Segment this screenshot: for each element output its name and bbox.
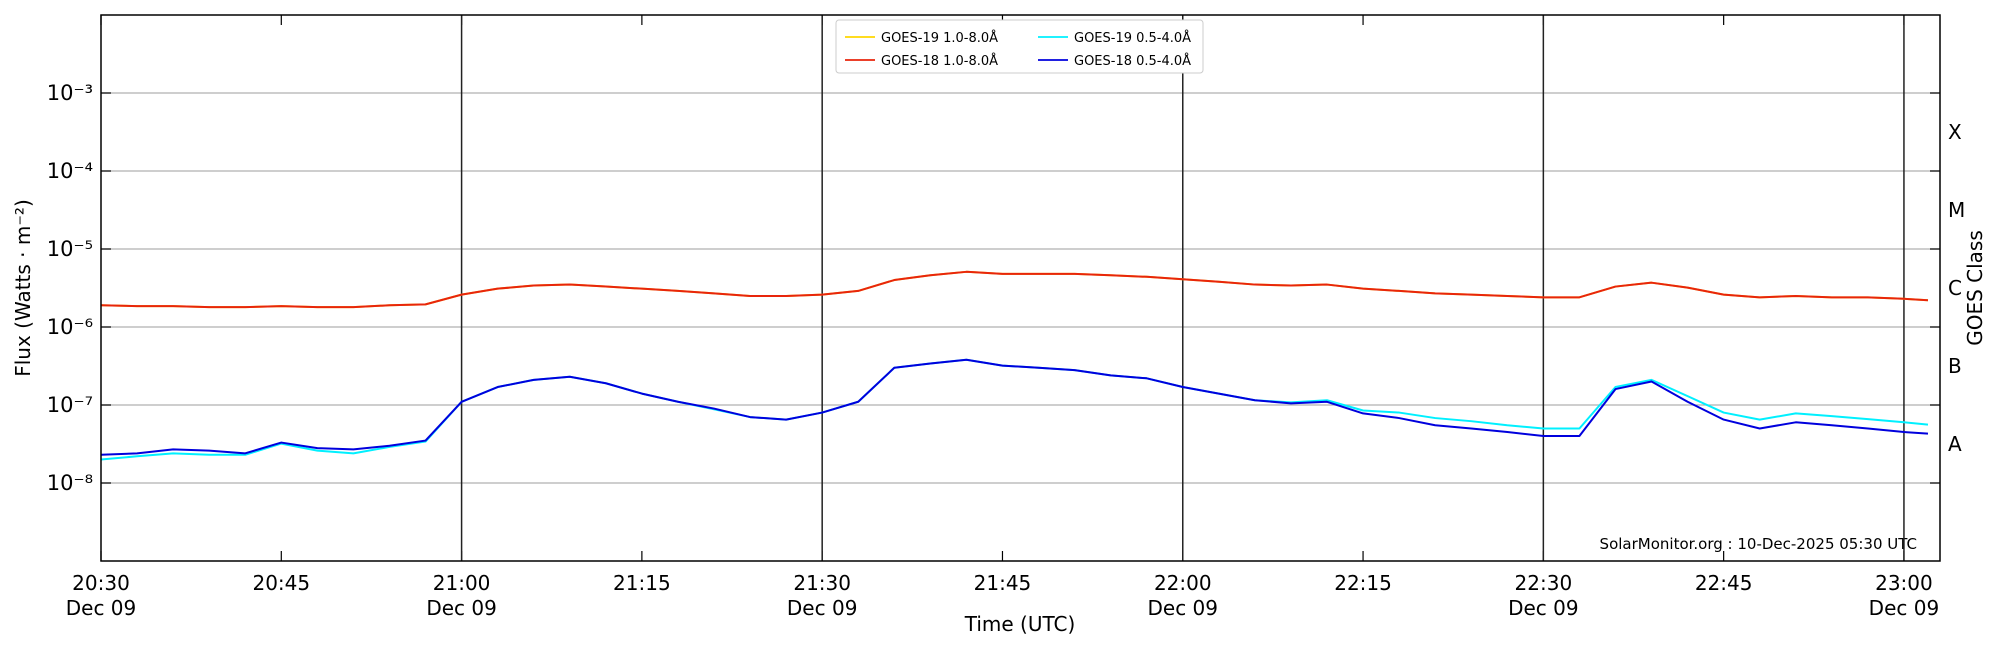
x-tick-label: 22:45 — [1695, 571, 1753, 595]
y2-tick-label: X — [1948, 120, 1962, 144]
y-tick-label: 10⁻³ — [47, 81, 93, 105]
series-line — [100, 358, 1929, 456]
y-tick-label: 10⁻⁴ — [47, 159, 93, 183]
x-tick-date: Dec 09 — [787, 596, 858, 620]
legend: GOES-19 1.0-8.0Å GOES-18 1.0-8.0Å GOES-19 … — [835, 19, 1204, 74]
y2-tick-label: M — [1948, 198, 1965, 222]
x-tick-label: 22:00 — [1154, 571, 1212, 595]
y2-tick-label: C — [1948, 276, 1962, 300]
legend-box — [835, 19, 1204, 74]
legend-label: GOES-19 1.0-8.0Å — [881, 30, 998, 46]
series-line — [100, 358, 1929, 461]
y2-axis-label: GOES Class — [1963, 230, 1987, 346]
x-tick-label: 21:15 — [613, 571, 671, 595]
x-tick-date: Dec 09 — [426, 596, 497, 620]
x-tick-label: 21:30 — [793, 571, 851, 595]
series-line — [100, 270, 1929, 309]
legend-label: GOES-19 0.5-4.0Å — [1074, 30, 1191, 46]
y-tick-label: 10⁻⁷ — [47, 393, 93, 417]
x-tick-label: 22:15 — [1334, 571, 1392, 595]
legend-label: GOES-18 0.5-4.0Å — [1074, 53, 1191, 69]
x-tick-label: 20:45 — [252, 571, 310, 595]
y-tick-label: 10⁻⁸ — [47, 471, 93, 495]
plot-frame — [100, 14, 1941, 562]
x-tick-label: 21:45 — [974, 571, 1032, 595]
annotation: SolarMonitor.org : 10-Dec-2025 05:30 UTC — [1600, 535, 1917, 553]
series-line — [100, 270, 1929, 309]
x-tick-date: Dec 09 — [1148, 596, 1219, 620]
x-tick-label: 22:30 — [1515, 571, 1573, 595]
y2-tick-label: A — [1948, 432, 1962, 456]
legend-label: GOES-18 1.0-8.0Å — [881, 53, 998, 69]
x-axis-label: Time (UTC) — [964, 612, 1076, 636]
y-tick-label: 10⁻⁶ — [47, 315, 93, 339]
y2-tick-label: B — [1948, 354, 1962, 378]
x-tick-label: 20:30 — [72, 571, 130, 595]
y-tick-label: 10⁻⁵ — [47, 237, 93, 261]
x-tick-date: Dec 09 — [1869, 596, 1940, 620]
x-tick-label: 21:00 — [433, 571, 491, 595]
y-axis-label: Flux (Watts · m⁻²) — [11, 199, 35, 377]
x-tick-label: 23:00 — [1875, 571, 1933, 595]
x-tick-date: Dec 09 — [1508, 596, 1579, 620]
x-tick-date: Dec 09 — [66, 596, 137, 620]
